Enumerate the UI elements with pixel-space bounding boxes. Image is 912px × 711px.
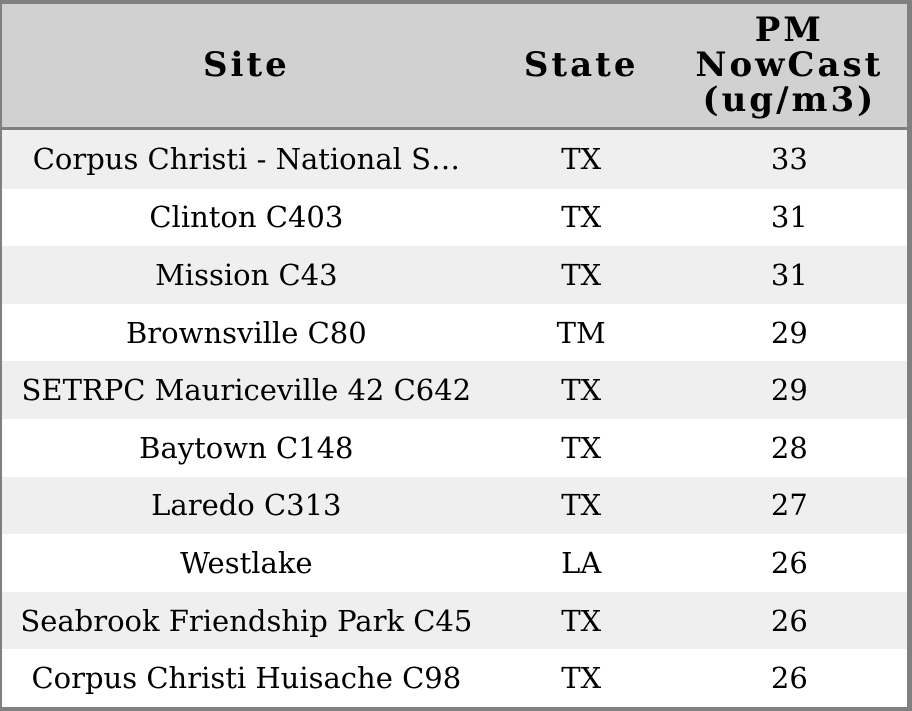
table-header: Site State PM NowCast (ug/m3) xyxy=(2,4,907,130)
table-row: Baytown C148 TX 28 xyxy=(2,419,907,477)
table-row: Laredo C313 TX 27 xyxy=(2,476,907,535)
header-pm-line-2: NowCast xyxy=(695,45,884,85)
header-pm-line-3: (ug/m3) xyxy=(702,80,877,120)
state-cell: TX xyxy=(561,430,602,465)
state-cell: TX xyxy=(561,258,602,293)
state-cell: TM xyxy=(556,315,606,350)
table-row: Corpus Christi - National S… TX 33 xyxy=(2,128,907,189)
state-cell: TX xyxy=(561,373,602,408)
pm-nowcast-table: Site State PM NowCast (ug/m3) Corpus Chr… xyxy=(2,4,907,707)
pm-cell: 31 xyxy=(770,258,808,293)
header-state-label: State xyxy=(523,45,639,85)
state-cell: TX xyxy=(561,603,602,638)
state-cell: TX xyxy=(561,200,602,235)
header-pm-line-1: PM xyxy=(754,10,824,50)
header-site: Site xyxy=(2,4,491,130)
site-cell: Baytown C148 xyxy=(139,430,354,465)
pm-cell: 29 xyxy=(770,315,808,350)
site-cell: Brownsville C80 xyxy=(125,315,367,350)
table-row: Mission C43 TX 31 xyxy=(2,246,907,304)
pm-cell: 26 xyxy=(770,661,808,696)
pm-cell: 28 xyxy=(770,430,808,465)
site-cell: Laredo C313 xyxy=(151,488,342,523)
table-body: Corpus Christi - National S… TX 33 Clint… xyxy=(2,128,907,707)
header-site-label: Site xyxy=(202,45,290,85)
table-row: Brownsville C80 TM 29 xyxy=(2,303,907,362)
state-cell: TX xyxy=(561,661,602,696)
site-cell: Westlake xyxy=(180,545,313,580)
site-cell: SETRPC Mauriceville 42 C642 xyxy=(21,373,472,408)
site-cell: Seabrook Friendship Park C45 xyxy=(20,603,473,638)
table-row: Corpus Christi Huisache C98 TX 26 xyxy=(2,649,907,707)
table-row: Clinton C403 TX 31 xyxy=(2,188,907,247)
site-cell: Corpus Christi Huisache C98 xyxy=(31,661,462,696)
header-state: State xyxy=(490,4,672,130)
site-cell: Clinton C403 xyxy=(149,200,344,235)
state-cell: TX xyxy=(561,488,602,523)
pm-cell: 26 xyxy=(770,545,808,580)
pm-cell: 31 xyxy=(770,200,808,235)
pm-cell: 29 xyxy=(770,373,808,408)
state-cell: LA xyxy=(561,545,602,580)
header-row: Site State PM NowCast (ug/m3) xyxy=(2,4,907,130)
pm-cell: 26 xyxy=(770,603,808,638)
header-pm-nowcast: PM NowCast (ug/m3) xyxy=(671,4,907,130)
site-cell: Corpus Christi - National S… xyxy=(32,142,460,177)
table-row: SETRPC Mauriceville 42 C642 TX 29 xyxy=(2,361,907,419)
pm-cell: 27 xyxy=(770,488,808,523)
site-cell: Mission C43 xyxy=(155,258,338,293)
state-cell: TX xyxy=(561,142,602,177)
table-row: Seabrook Friendship Park C45 TX 26 xyxy=(2,591,907,650)
table-row: Westlake LA 26 xyxy=(2,534,907,592)
pm-cell: 33 xyxy=(770,142,808,177)
